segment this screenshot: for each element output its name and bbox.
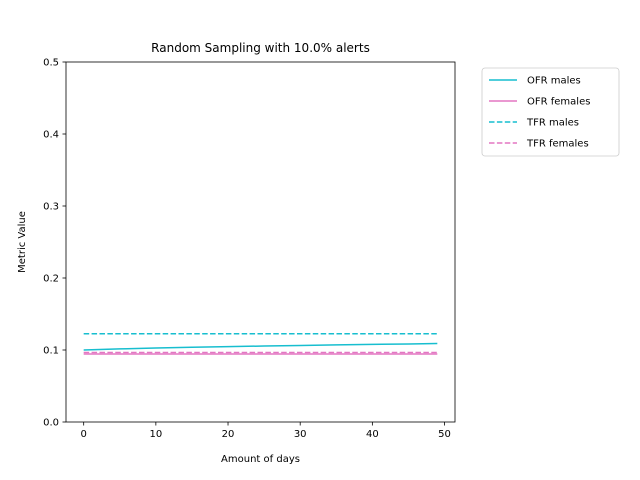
legend-label-2: OFR females xyxy=(527,97,590,108)
x-tick-label: 10 xyxy=(149,429,162,440)
legend-frame xyxy=(481,67,620,157)
y-tick-label: 0.2 xyxy=(43,274,59,285)
x-tick-label: 50 xyxy=(438,429,451,440)
plot-area xyxy=(83,333,438,355)
x-tick-label: 30 xyxy=(294,429,307,440)
x-axis: 0 10 20 30 40 50 xyxy=(80,422,451,440)
y-tick-label: 0.4 xyxy=(43,130,59,141)
x-tick-label: 40 xyxy=(366,429,379,440)
y-tick-label: 0.3 xyxy=(43,202,59,213)
plot-frame xyxy=(65,61,456,423)
x-tick-label: 0 xyxy=(80,429,86,440)
y-axis-label: Metric Value xyxy=(17,211,28,273)
x-tick-label: 20 xyxy=(222,429,235,440)
series-line-1 xyxy=(83,342,438,351)
y-axis: 0.0 0.1 0.2 0.3 0.4 0.5 xyxy=(43,58,66,429)
y-tick-label: 0.0 xyxy=(43,418,59,429)
legend-label-3: TFR males xyxy=(526,118,579,129)
y-tick-label: 0.1 xyxy=(43,346,59,357)
legend-label-4: TFR females xyxy=(526,139,589,150)
chart-title: Random Sampling with 10.0% alerts xyxy=(151,41,370,55)
legend-label-1: OFR males xyxy=(527,76,581,87)
y-tick-label: 0.5 xyxy=(43,58,59,69)
legend: OFR males OFR females TFR males TFR females xyxy=(481,67,620,157)
x-axis-label: Amount of days xyxy=(221,454,300,465)
